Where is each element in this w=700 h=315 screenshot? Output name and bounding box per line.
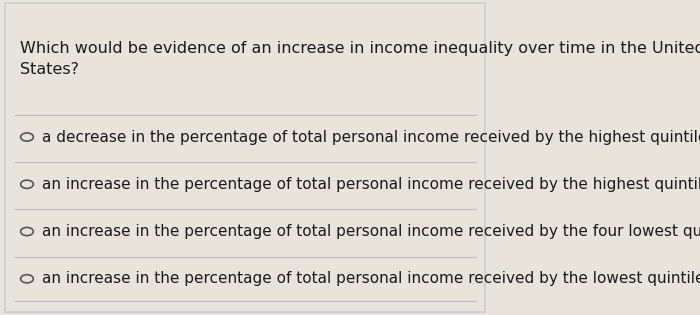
Text: an increase in the percentage of total personal income received by the highest q: an increase in the percentage of total p…	[42, 177, 700, 192]
Text: an increase in the percentage of total personal income received by the four lowe: an increase in the percentage of total p…	[42, 224, 700, 239]
Text: Which would be evidence of an increase in income inequality over time in the Uni: Which would be evidence of an increase i…	[20, 41, 700, 77]
FancyBboxPatch shape	[5, 3, 485, 312]
Text: a decrease in the percentage of total personal income received by the highest qu: a decrease in the percentage of total pe…	[42, 129, 700, 145]
Text: an increase in the percentage of total personal income received by the lowest qu: an increase in the percentage of total p…	[42, 271, 700, 286]
